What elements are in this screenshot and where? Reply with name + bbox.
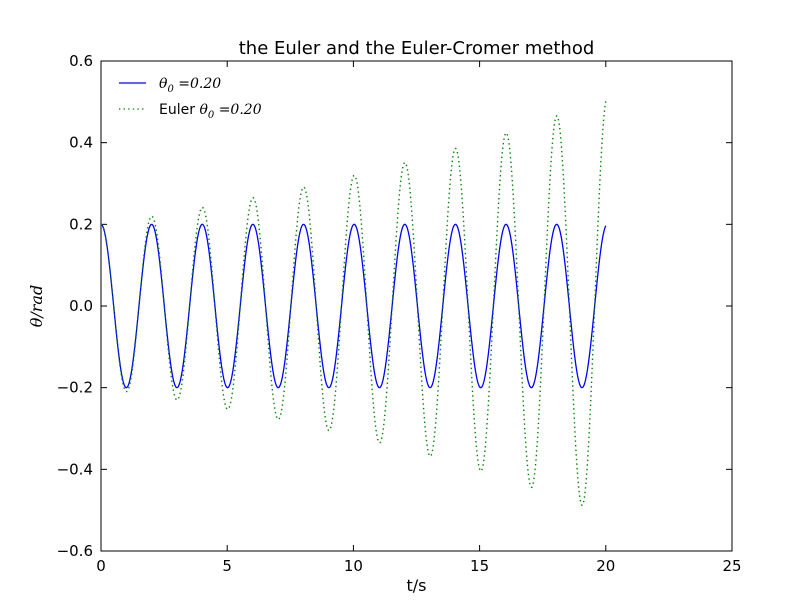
x-tick-label: 0 — [96, 557, 106, 575]
legend-label-symbol: θ — [159, 76, 168, 92]
legend-label-subscript: 0 — [208, 110, 215, 121]
x-tick-label: 25 — [722, 557, 741, 575]
legend-label-symbol: θ — [199, 102, 208, 118]
y-tick-label: 0.2 — [69, 215, 93, 233]
legend-label: Euler θ0 =0.20 — [159, 102, 262, 121]
y-tick-label: 0.4 — [69, 134, 93, 152]
x-tick-label: 5 — [222, 557, 232, 575]
y-axis-label: θ/rad — [27, 285, 46, 327]
x-axis-label: t/s — [407, 576, 427, 595]
y-tick-label: 0.6 — [69, 52, 93, 70]
legend-label-value: =0.20 — [214, 102, 261, 118]
y-tick-label: −0.4 — [57, 460, 93, 478]
x-tick-label: 15 — [470, 557, 489, 575]
chart-title: the Euler and the Euler-Cromer method — [239, 38, 595, 59]
x-tick-label: 20 — [596, 557, 615, 575]
y-axis-ticks: −0.6 −0.4 −0.2 0.0 0.2 0.4 0.6 — [57, 52, 732, 560]
y-tick-label: 0.0 — [69, 297, 93, 315]
plot-area — [100, 60, 733, 552]
legend-label-prefix: Euler — [159, 102, 199, 118]
legend-label-value: =0.20 — [174, 76, 221, 92]
series-group — [100, 101, 607, 507]
x-axis-ticks: 0 5 10 15 20 25 — [96, 61, 742, 575]
series-line-euler-cromer — [100, 223, 607, 389]
y-tick-label: −0.6 — [57, 542, 93, 560]
x-tick-label: 10 — [344, 557, 363, 575]
series-line-euler — [100, 101, 607, 507]
y-tick-label: −0.2 — [57, 379, 93, 397]
legend-label: θ0 =0.20 — [159, 76, 221, 95]
legend-label-subscript: 0 — [167, 84, 174, 95]
